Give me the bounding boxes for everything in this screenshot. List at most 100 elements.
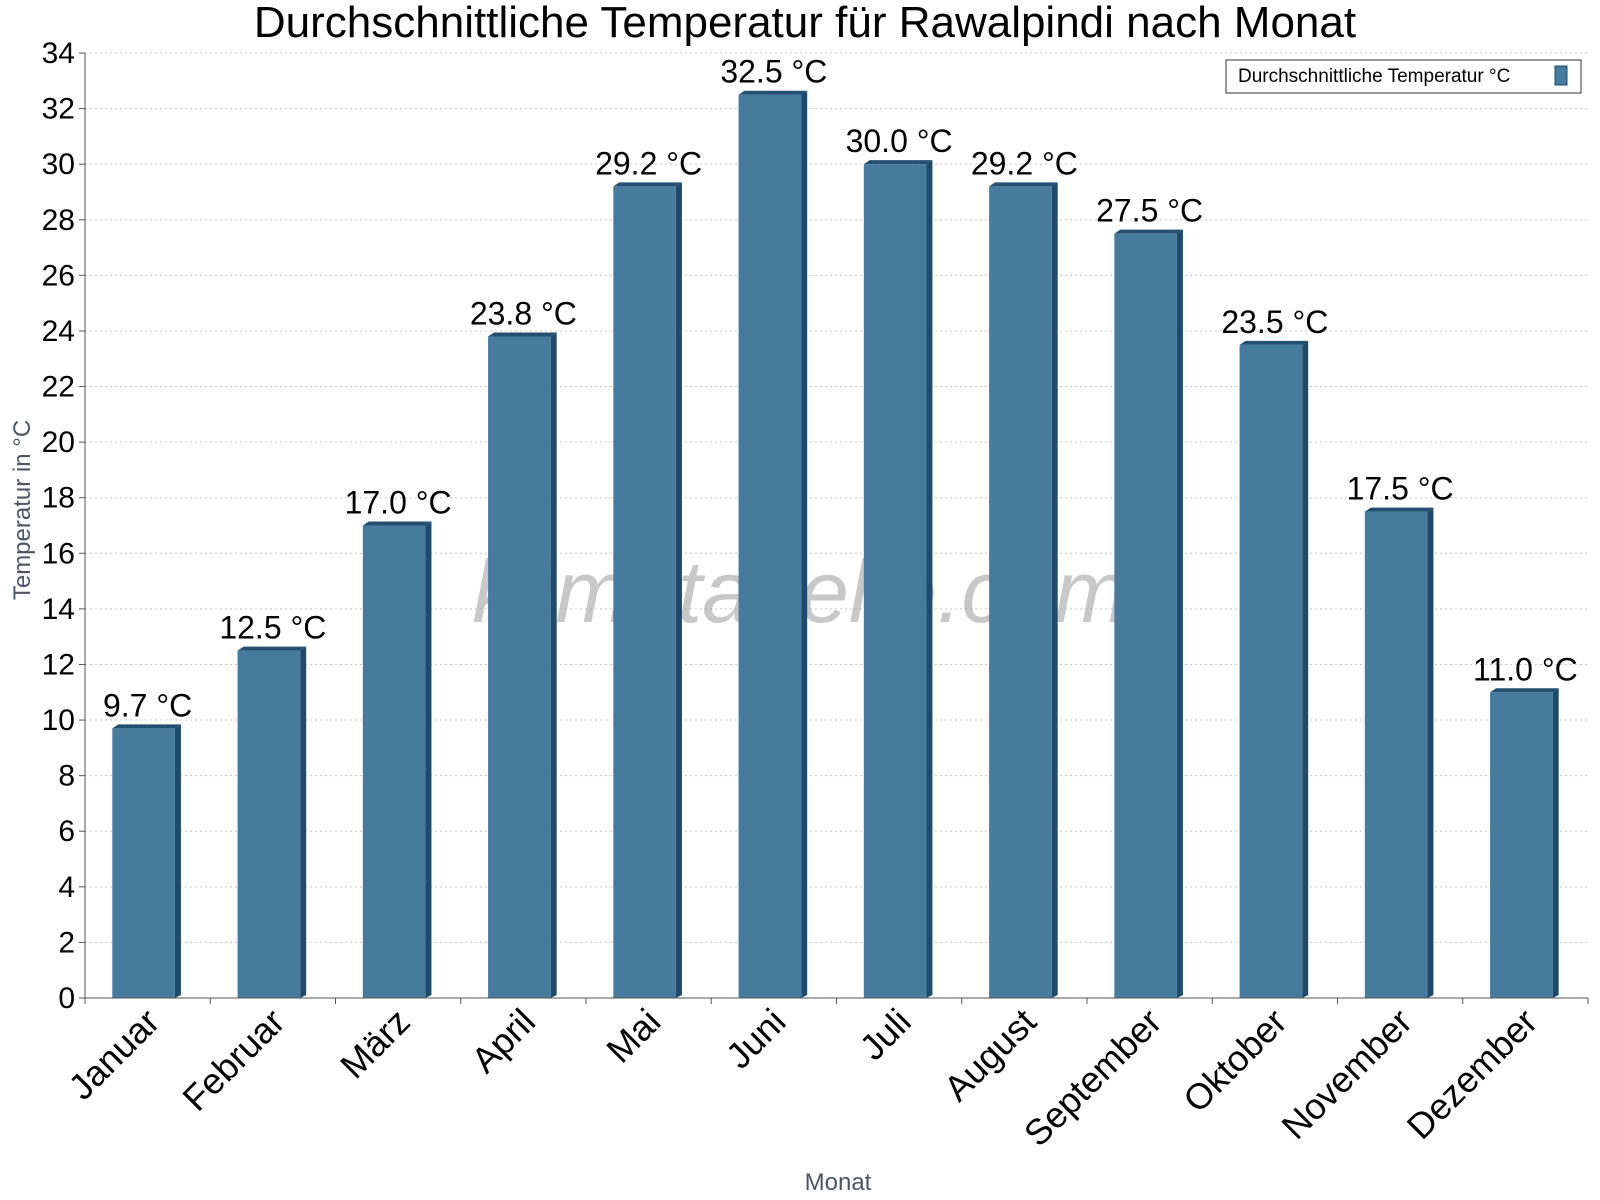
bar-august <box>989 182 1058 999</box>
data-label: 30.0 °C <box>846 123 953 159</box>
legend-label: Durchschnittliche Temperatur °C <box>1238 66 1510 87</box>
data-label: 27.5 °C <box>1096 193 1203 229</box>
data-label: 29.2 °C <box>595 145 702 181</box>
bar-september <box>1114 229 1183 999</box>
bar <box>989 186 1052 999</box>
bar-top <box>738 90 808 95</box>
bar-februar <box>237 646 307 998</box>
x-tick-label: Juli <box>852 1001 919 1068</box>
data-label: 23.8 °C <box>470 296 577 332</box>
data-label: 17.0 °C <box>345 485 452 521</box>
bar-oktober <box>1239 340 1309 998</box>
x-tick-label: August <box>936 1001 1044 1109</box>
bar-side <box>1427 507 1434 998</box>
y-tick-label: 14 <box>42 593 75 626</box>
data-labels: 9.7 °C 12.5 °C 17.0 °C 23.8 °C 29.2 °C 32.5 °… <box>103 54 1578 724</box>
bar-side <box>425 521 432 998</box>
bar-dezember <box>1490 688 1559 998</box>
x-tick-label: Oktober <box>1175 1001 1295 1121</box>
legend: Durchschnittliche Temperatur °C <box>1225 59 1582 94</box>
bar-januar <box>112 724 181 998</box>
bar-top <box>863 160 933 165</box>
bar <box>738 94 802 999</box>
bar <box>237 650 301 998</box>
bar-side <box>675 182 682 999</box>
x-axis-title: Monat <box>805 1169 872 1196</box>
bar-top <box>1490 688 1559 693</box>
bar <box>1490 692 1553 998</box>
bar-top <box>989 182 1058 187</box>
data-label: 32.5 °C <box>720 54 827 90</box>
y-tick-label: 6 <box>58 815 75 848</box>
bar-top <box>112 724 181 729</box>
bar-mai <box>613 182 682 999</box>
bar-side <box>1051 182 1058 999</box>
bar-side <box>801 90 808 999</box>
chart-title: Durchschnittliche Temperatur für Rawalpi… <box>254 0 1356 47</box>
bar-side <box>550 332 557 998</box>
x-tick-label: Juni <box>718 1001 794 1077</box>
y-tick-label: 2 <box>58 926 75 959</box>
bar-top <box>1239 340 1309 345</box>
y-tick-label: 22 <box>42 371 75 404</box>
bar-juli <box>863 160 933 999</box>
data-label: 11.0 °C <box>1473 651 1578 687</box>
data-label: 12.5 °C <box>219 610 326 646</box>
y-tick-label: 30 <box>42 148 75 181</box>
grid-lines <box>85 52 1588 943</box>
y-tick-label: 8 <box>58 760 75 793</box>
bar <box>488 336 551 998</box>
y-tick-label: 12 <box>42 648 75 681</box>
bar-side <box>300 646 307 998</box>
data-label: 17.5 °C <box>1347 471 1454 507</box>
bar <box>1364 511 1428 998</box>
x-tick-label: Februar <box>174 1001 292 1119</box>
legend-swatch <box>1554 65 1568 86</box>
x-tick-label: November <box>1273 1001 1419 1147</box>
y-axis-title: Temperatur in °C <box>9 420 36 600</box>
y-tick-label: 4 <box>58 871 75 904</box>
y-tick-label: 34 <box>42 37 75 70</box>
x-tick-label: September <box>1016 1001 1170 1155</box>
bar <box>1239 344 1303 998</box>
data-label: 9.7 °C <box>103 687 192 723</box>
bar-top <box>613 182 682 187</box>
y-tick-label: 24 <box>42 315 75 348</box>
y-tick-label: 32 <box>42 93 75 126</box>
bar <box>112 728 175 998</box>
bar-side <box>1302 340 1309 998</box>
x-tick-label: Mai <box>598 1001 668 1071</box>
bar-top <box>1364 507 1434 512</box>
x-tick-label: April <box>463 1001 543 1081</box>
bar-juni <box>738 90 808 999</box>
bar <box>362 525 426 998</box>
y-tick-label: 20 <box>42 426 75 459</box>
x-tick-label: Januar <box>60 1001 167 1108</box>
y-tick-label: 26 <box>42 259 75 292</box>
bar-top <box>362 521 432 526</box>
bar-april <box>488 332 557 998</box>
y-tick-label: 28 <box>42 204 75 237</box>
bar-top <box>237 646 307 651</box>
data-label: 23.5 °C <box>1221 304 1328 340</box>
bar <box>863 164 927 999</box>
bar-top <box>1114 229 1183 234</box>
bar-side <box>1176 229 1183 999</box>
bar <box>1114 233 1177 999</box>
x-tick-label: März <box>332 1001 418 1087</box>
y-tick-label: 18 <box>42 482 75 515</box>
x-tick-label: Dezember <box>1399 1001 1545 1147</box>
bar-side <box>926 160 933 999</box>
bars <box>112 90 1559 999</box>
legend-box <box>1225 59 1582 94</box>
y-tick-label: 16 <box>42 537 75 570</box>
bar-side <box>174 724 181 998</box>
bar-november <box>1364 507 1434 998</box>
y-tick-label: 10 <box>42 704 75 737</box>
bar-märz <box>362 521 432 998</box>
y-tick-label: 0 <box>58 982 75 1015</box>
bar-top <box>488 332 557 337</box>
bar-side <box>1552 688 1559 998</box>
data-label: 29.2 °C <box>971 145 1078 181</box>
